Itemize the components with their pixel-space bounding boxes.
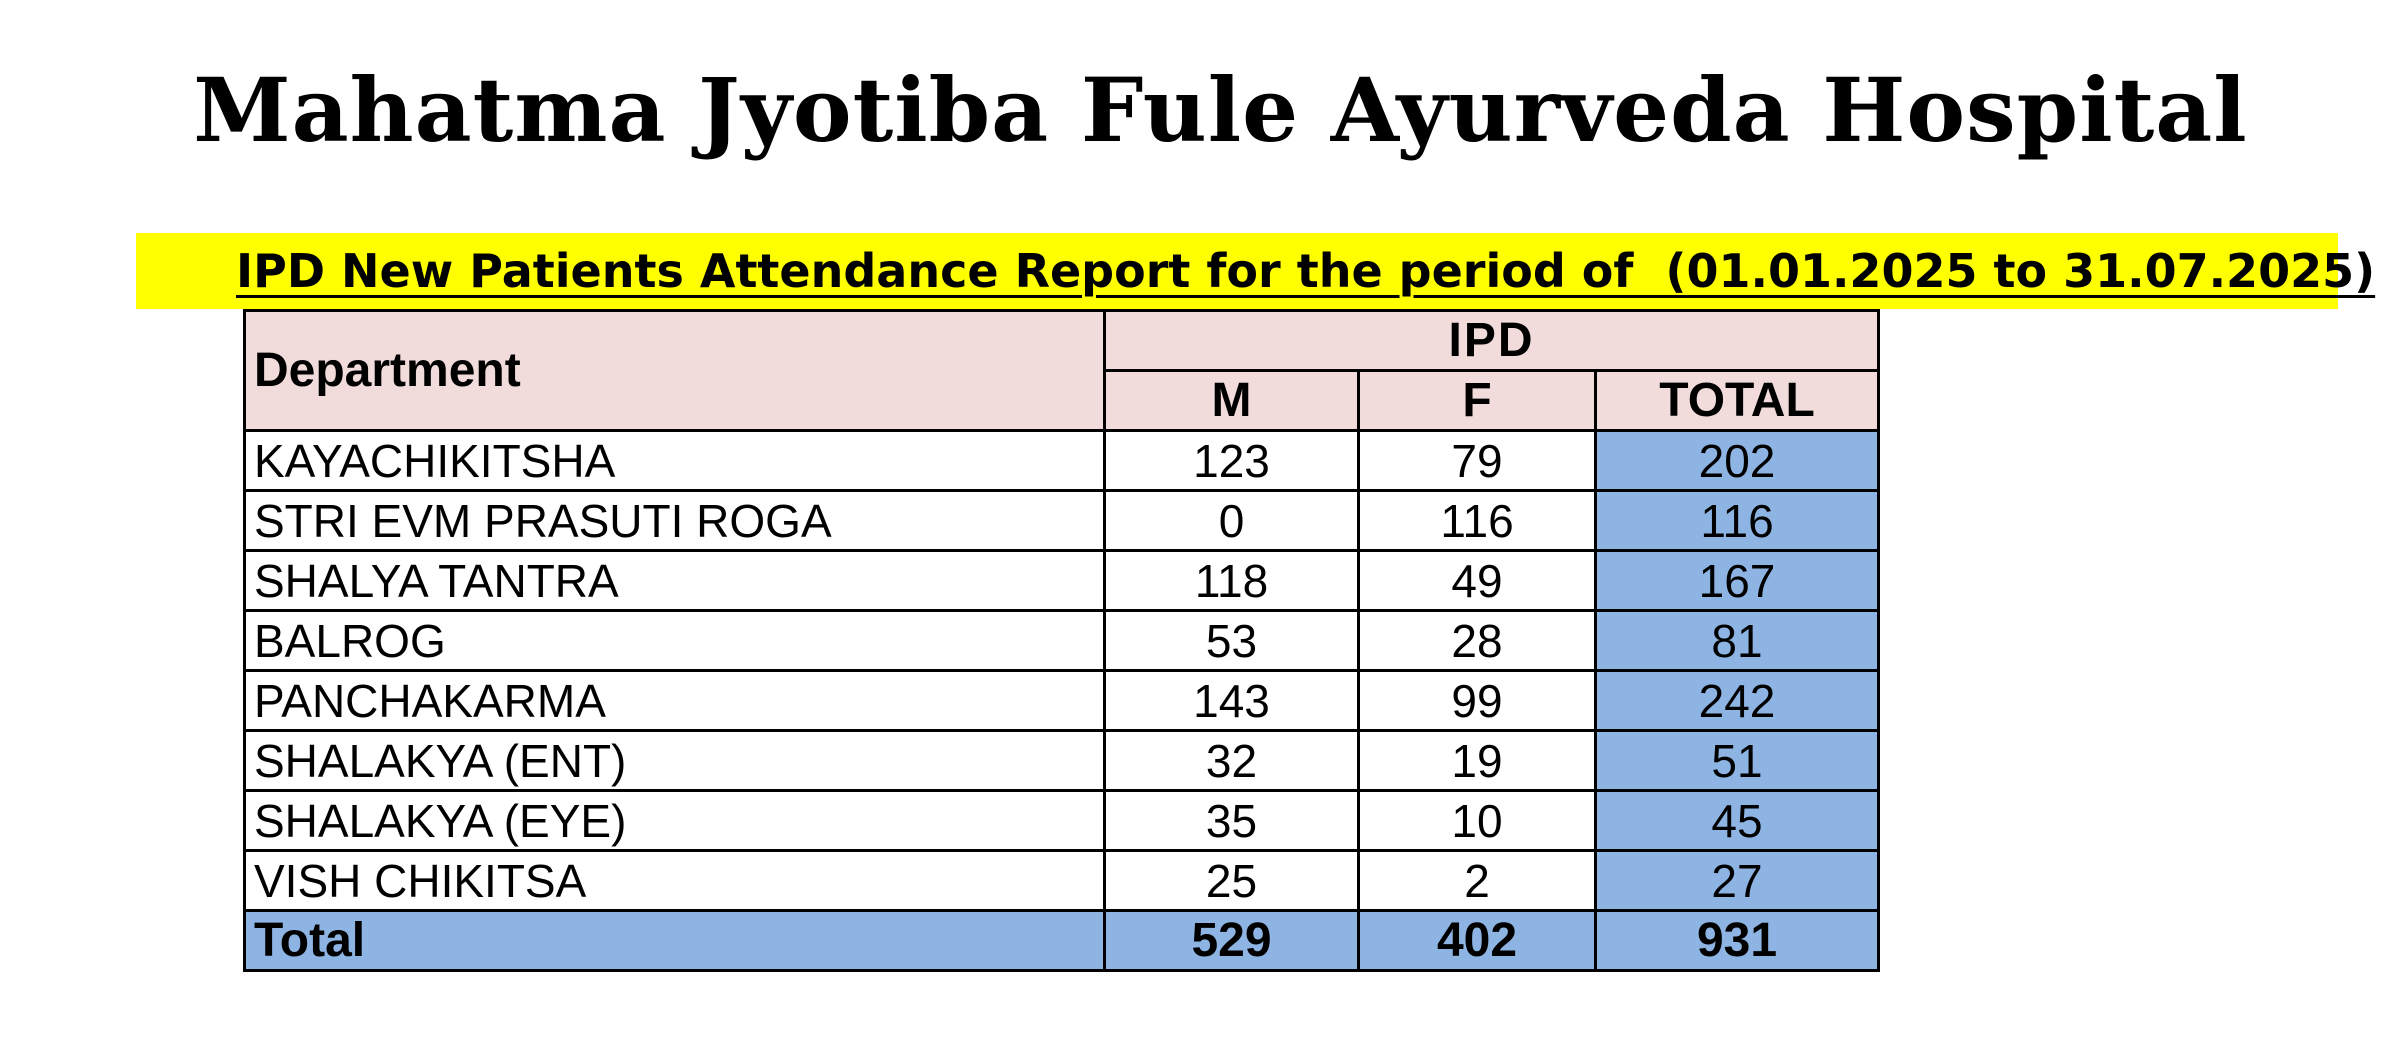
male-count-cell: 143: [1103, 669, 1360, 732]
table-header-row: Department IPD: [243, 309, 1880, 432]
total-count-cell: 27: [1594, 849, 1880, 912]
total-count-cell: 45: [1594, 789, 1880, 852]
department-cell: PANCHAKARMA: [243, 669, 1106, 732]
department-cell: STRI EVM PRASUTI ROGA: [243, 489, 1106, 552]
table-row: SHALAKYA (ENT) 32 19 51: [243, 729, 1880, 792]
table-row: BALROG 53 28 81: [243, 609, 1880, 672]
total-count-cell: 167: [1594, 549, 1880, 612]
female-count-cell: 19: [1357, 729, 1597, 792]
male-total-cell: 529: [1103, 909, 1360, 972]
department-cell: SHALYA TANTRA: [243, 549, 1106, 612]
male-count-cell: 123: [1103, 429, 1360, 492]
department-cell: SHALAKYA (ENT): [243, 729, 1106, 792]
grand-total-cell: 931: [1594, 909, 1880, 972]
report-subtitle: IPD New Patients Attendance Report for t…: [236, 244, 2376, 298]
female-count-cell: 99: [1357, 669, 1597, 732]
hospital-title: Mahatma Jyotiba Fule Ayurveda Hospital: [193, 58, 2248, 162]
department-cell: BALROG: [243, 609, 1106, 672]
column-header-m: M: [1103, 369, 1360, 432]
total-row: Total 529 402 931: [243, 909, 1880, 972]
female-total-cell: 402: [1357, 909, 1597, 972]
table-row: KAYACHIKITSHA 123 79 202: [243, 429, 1880, 492]
department-cell: SHALAKYA (EYE): [243, 789, 1106, 852]
table-subheader-row: M F TOTAL: [245, 369, 1880, 432]
female-count-cell: 10: [1357, 789, 1597, 852]
department-cell: KAYACHIKITSHA: [243, 429, 1106, 492]
table-row: STRI EVM PRASUTI ROGA 0 116 116: [243, 489, 1880, 552]
total-count-cell: 202: [1594, 429, 1880, 492]
attendance-table: Department IPD M F TOTAL KAYACHIKITSHA 1…: [243, 309, 1880, 972]
female-count-cell: 116: [1357, 489, 1597, 552]
male-count-cell: 0: [1103, 489, 1360, 552]
total-label-cell: Total: [243, 909, 1106, 972]
female-count-cell: 2: [1357, 849, 1597, 912]
table-row: SHALAKYA (EYE) 35 10 45: [243, 789, 1880, 852]
report-banner: [136, 233, 2338, 309]
department-header: Department: [243, 309, 1106, 432]
male-count-cell: 118: [1103, 549, 1360, 612]
female-count-cell: 79: [1357, 429, 1597, 492]
male-count-cell: 25: [1103, 849, 1360, 912]
male-count-cell: 32: [1103, 729, 1360, 792]
total-count-cell: 51: [1594, 729, 1880, 792]
column-header-total: TOTAL: [1594, 369, 1880, 432]
ipd-group-header: IPD: [1103, 309, 1880, 372]
total-count-cell: 242: [1594, 669, 1880, 732]
female-count-cell: 49: [1357, 549, 1597, 612]
column-header-f: F: [1357, 369, 1597, 432]
male-count-cell: 53: [1103, 609, 1360, 672]
table-row: PANCHAKARMA 143 99 242: [243, 669, 1880, 732]
female-count-cell: 28: [1357, 609, 1597, 672]
male-count-cell: 35: [1103, 789, 1360, 852]
table-row: VISH CHIKITSA 25 2 27: [243, 849, 1880, 912]
table-row: SHALYA TANTRA 118 49 167: [243, 549, 1880, 612]
total-count-cell: 116: [1594, 489, 1880, 552]
total-count-cell: 81: [1594, 609, 1880, 672]
department-cell: VISH CHIKITSA: [243, 849, 1106, 912]
